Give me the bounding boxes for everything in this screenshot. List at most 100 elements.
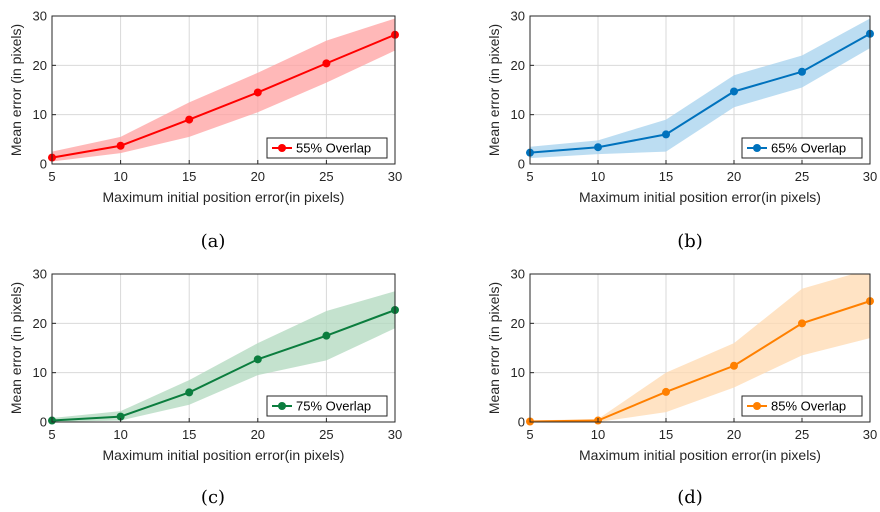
y-tick-label: 20 bbox=[511, 316, 525, 331]
y-tick-label: 30 bbox=[33, 9, 47, 24]
x-axis-label: Maximum initial position error(in pixels… bbox=[579, 447, 821, 463]
data-point bbox=[322, 59, 331, 68]
axes-box bbox=[529, 273, 871, 423]
axes-box bbox=[51, 15, 396, 165]
x-tick-label: 5 bbox=[526, 427, 533, 442]
y-tick-label: 0 bbox=[40, 415, 47, 430]
x-tick-label: 20 bbox=[251, 169, 265, 184]
legend-marker bbox=[753, 402, 761, 410]
data-point bbox=[662, 130, 670, 139]
y-tick-label: 10 bbox=[33, 107, 47, 122]
legend-label: 55% Overlap bbox=[296, 141, 371, 156]
y-axis-label: Mean error (in pixels) bbox=[486, 282, 502, 414]
legend-box bbox=[266, 395, 388, 417]
legend: 75% Overlap bbox=[266, 395, 388, 417]
confidence-band bbox=[530, 274, 870, 422]
data-point bbox=[798, 67, 806, 76]
y-tick-label: 0 bbox=[518, 157, 525, 172]
confidence-band bbox=[52, 18, 395, 162]
chart-panel-d: 85% Overlap 5 10 15 20 25 30 0 10 20 30 Maximum ini… bbox=[486, 267, 877, 509]
x-tick-label: 5 bbox=[526, 169, 533, 184]
chart-panel-a: 55% Overlap 5 10 15 20 25 30 0 10 20 30 Maximum ini… bbox=[8, 9, 402, 253]
x-tick-label: 30 bbox=[863, 427, 877, 442]
legend-box bbox=[741, 395, 863, 417]
x-tick-label: 30 bbox=[388, 427, 402, 442]
y-axis-label: Mean error (in pixels) bbox=[8, 282, 24, 414]
data-point bbox=[253, 88, 262, 97]
data-point bbox=[594, 143, 602, 152]
legend-marker bbox=[278, 402, 286, 410]
data-point bbox=[730, 87, 738, 96]
y-tick-label: 20 bbox=[33, 316, 47, 331]
data-point bbox=[662, 387, 670, 396]
legend-marker bbox=[753, 144, 761, 152]
y-tick-label: 30 bbox=[511, 267, 525, 282]
y-tick-label: 10 bbox=[511, 365, 525, 380]
x-tick-label: 15 bbox=[182, 169, 196, 184]
x-tick-label: 25 bbox=[319, 427, 333, 442]
legend-label: 75% Overlap bbox=[296, 399, 371, 414]
x-tick-label: 5 bbox=[48, 427, 55, 442]
axes-box bbox=[529, 15, 871, 165]
series-line bbox=[51, 309, 396, 422]
y-tick-label: 20 bbox=[511, 58, 525, 73]
x-tick-label: 10 bbox=[113, 427, 127, 442]
y-tick-label: 10 bbox=[33, 365, 47, 380]
y-axis-label: Mean error (in pixels) bbox=[486, 24, 502, 156]
x-tick-label: 20 bbox=[727, 169, 741, 184]
y-tick-label: 20 bbox=[33, 58, 47, 73]
legend-label: 85% Overlap bbox=[771, 399, 846, 414]
panel-caption: (c) bbox=[201, 487, 225, 508]
x-tick-label: 25 bbox=[795, 427, 809, 442]
panel-caption: (d) bbox=[677, 487, 703, 508]
data-point bbox=[253, 355, 262, 364]
legend: 85% Overlap bbox=[741, 395, 863, 417]
x-tick-label: 25 bbox=[795, 169, 809, 184]
series-line bbox=[51, 33, 396, 159]
y-tick-label: 0 bbox=[40, 157, 47, 172]
x-tick-label: 10 bbox=[591, 169, 605, 184]
chart-panel-c: 75% Overlap 5 10 15 20 25 30 0 10 20 30 Maximum ini… bbox=[8, 267, 402, 509]
chart-panel-b: 65% Overlap 5 10 15 20 25 30 0 10 20 30 Maximum ini… bbox=[486, 9, 877, 253]
data-point bbox=[185, 388, 194, 397]
x-tick-label: 20 bbox=[727, 427, 741, 442]
legend-box bbox=[266, 137, 388, 159]
confidence-band bbox=[52, 291, 395, 422]
x-axis-label: Maximum initial position error(in pixels… bbox=[579, 189, 821, 205]
x-tick-label: 10 bbox=[591, 427, 605, 442]
data-point bbox=[322, 331, 331, 340]
series-line bbox=[529, 32, 871, 154]
x-tick-label: 30 bbox=[863, 169, 877, 184]
data-point bbox=[730, 361, 738, 370]
confidence-band bbox=[530, 18, 870, 159]
series-line bbox=[529, 300, 871, 423]
x-axis-label: Maximum initial position error(in pixels… bbox=[103, 189, 345, 205]
x-tick-label: 25 bbox=[319, 169, 333, 184]
x-tick-label: 30 bbox=[388, 169, 402, 184]
y-tick-label: 0 bbox=[518, 415, 525, 430]
x-axis-label: Maximum initial position error(in pixels… bbox=[103, 447, 345, 463]
x-tick-label: 15 bbox=[659, 427, 673, 442]
panel-caption: (b) bbox=[677, 231, 703, 252]
y-tick-label: 10 bbox=[511, 107, 525, 122]
data-point bbox=[116, 141, 125, 150]
y-tick-label: 30 bbox=[511, 9, 525, 24]
legend: 55% Overlap bbox=[266, 137, 388, 159]
x-tick-label: 10 bbox=[113, 169, 127, 184]
data-point bbox=[798, 319, 806, 328]
data-point bbox=[116, 412, 125, 421]
x-tick-label: 15 bbox=[659, 169, 673, 184]
y-tick-label: 30 bbox=[33, 267, 47, 282]
legend: 65% Overlap bbox=[741, 137, 863, 159]
data-point bbox=[185, 115, 194, 124]
x-tick-label: 15 bbox=[182, 427, 196, 442]
x-tick-label: 5 bbox=[48, 169, 55, 184]
y-axis-label: Mean error (in pixels) bbox=[8, 24, 24, 156]
legend-label: 65% Overlap bbox=[771, 141, 846, 156]
legend-marker bbox=[278, 144, 286, 152]
legend-box bbox=[741, 137, 863, 159]
axes-box bbox=[51, 273, 396, 423]
x-tick-label: 20 bbox=[251, 427, 265, 442]
panel-caption: (a) bbox=[201, 231, 226, 252]
